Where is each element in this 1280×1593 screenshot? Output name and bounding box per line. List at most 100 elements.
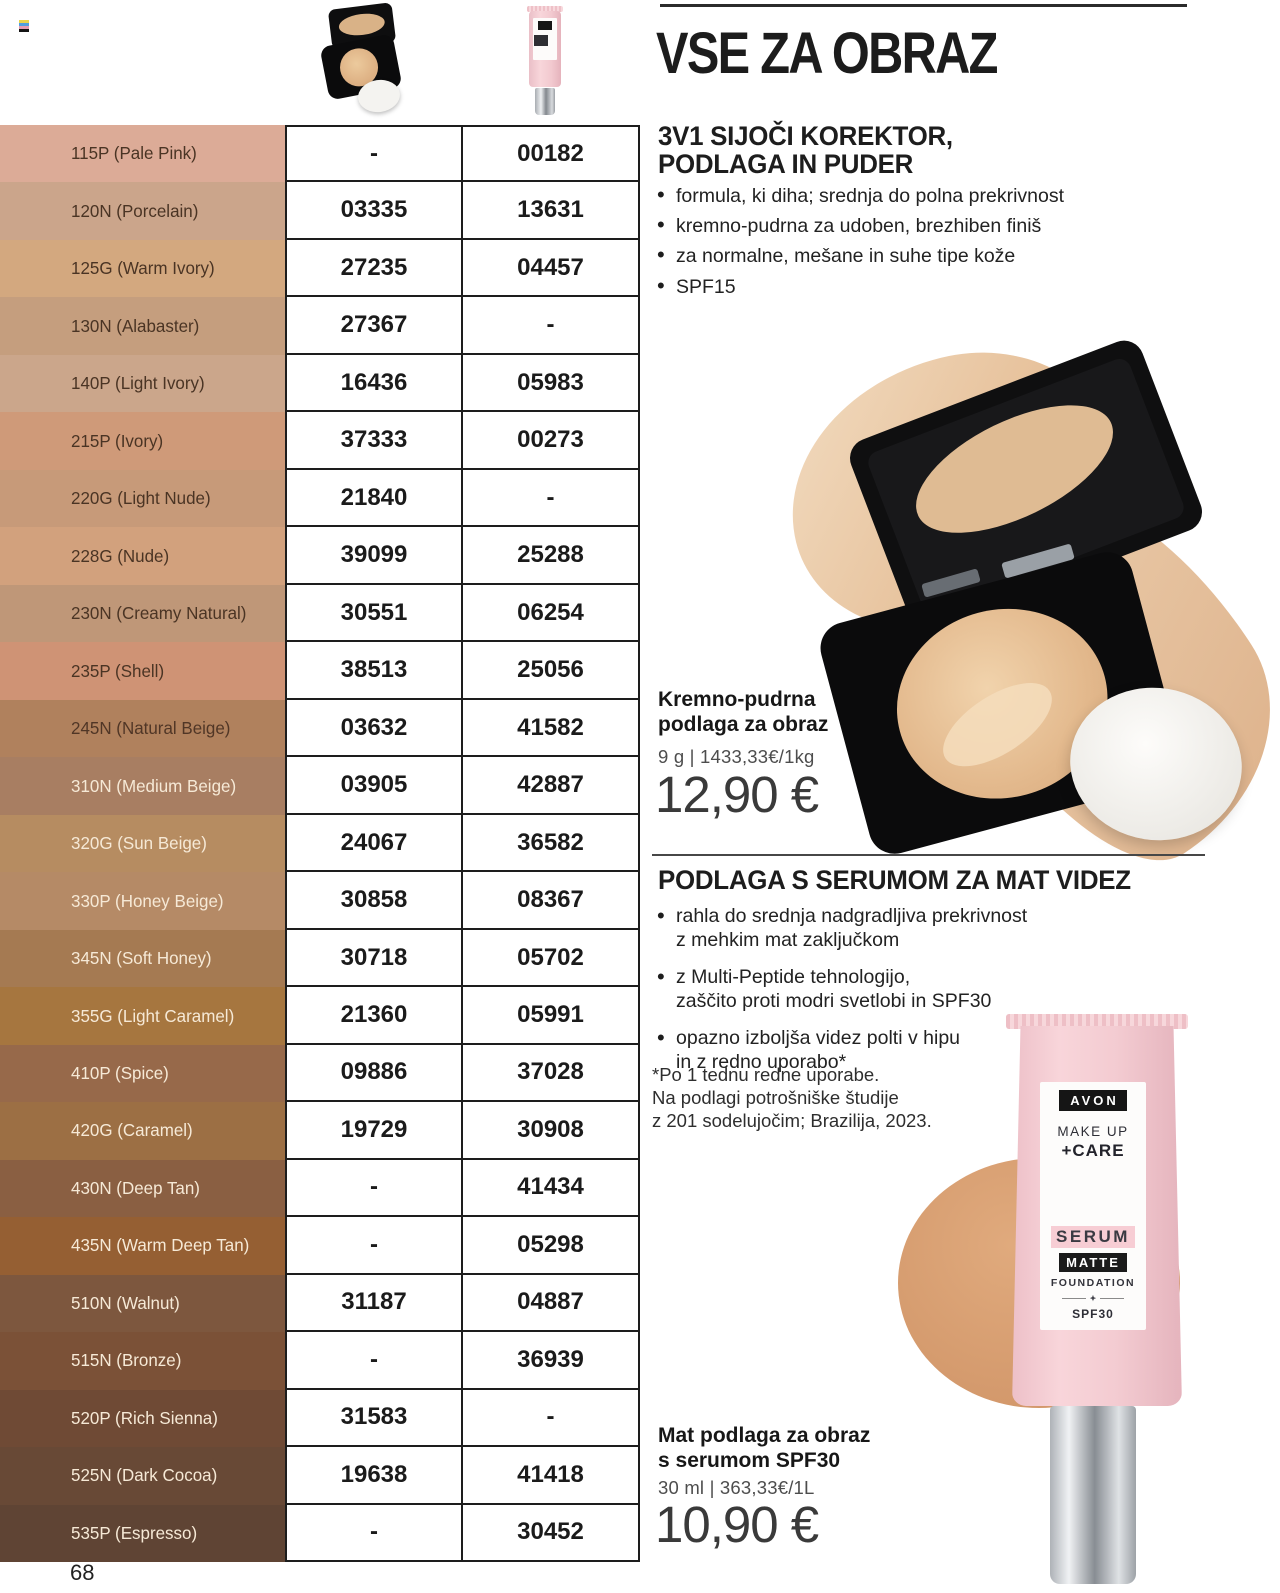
tube-code-cell: - — [463, 297, 640, 355]
table-row: 525N (Dark Cocoa) 19638 41418 — [0, 1447, 640, 1505]
shade-swatch: 430N (Deep Tan) — [0, 1159, 285, 1218]
product1-price: 12,90 € — [655, 766, 819, 823]
compact-code-cell: - — [285, 1159, 463, 1218]
tube-code-cell: 37028 — [463, 1044, 640, 1103]
compact-code-cell: 21360 — [285, 987, 463, 1045]
compact-code-cell: 30858 — [285, 872, 463, 930]
shade-name: 130N (Alabaster) — [71, 315, 200, 336]
shade-swatch: 535P (Espresso) — [0, 1504, 285, 1563]
section2-bullet-list: rahla do srednja nadgradljiva prekrivnos… — [655, 904, 1027, 1088]
shade-name: 310N (Medium Beige) — [71, 775, 237, 796]
product1-name-line2: podlaga za obraz — [658, 712, 829, 736]
tube-code-cell: 04887 — [463, 1274, 640, 1333]
section-divider — [652, 854, 1205, 856]
shade-name: 435N (Warm Deep Tan) — [71, 1235, 250, 1256]
tube-code-cell: 08367 — [463, 872, 640, 930]
tube-label-divider: ✦ — [1061, 1294, 1125, 1303]
shade-name: 355G (Light Caramel) — [71, 1005, 235, 1026]
tube-code-cell: 25056 — [463, 642, 640, 700]
shade-name: 525N (Dark Cocoa) — [71, 1465, 218, 1486]
bullet-item: formula, ki diha; srednja do polna prekr… — [655, 180, 1064, 211]
shade-swatch: 230N (Creamy Natural) — [0, 584, 285, 643]
footnote-line: Na podlagi potrošniške študije — [652, 1087, 899, 1108]
tube-code-cell: 41434 — [463, 1159, 640, 1218]
tube-code-cell: 41418 — [463, 1447, 640, 1505]
compact-code-cell: 30551 — [285, 584, 463, 643]
product1-name-line1: Kremno-pudrna — [658, 688, 816, 711]
shade-swatch: 228G (Nude) — [0, 527, 285, 585]
tube-code-cell: 05702 — [463, 929, 640, 988]
table-row: 120N (Porcelain) 03335 13631 — [0, 182, 640, 240]
avon-logo: AVON — [1059, 1090, 1127, 1111]
footnote-line: *Po 1 tednu redne uporabe. — [652, 1064, 880, 1085]
compact-code-cell: 39099 — [285, 527, 463, 585]
shade-name: 515N (Bronze) — [71, 1350, 182, 1371]
section1-heading-line1: 3V1 SIJOČI KOREKTOR, — [658, 121, 953, 151]
shade-name: 410P (Spice) — [71, 1062, 169, 1083]
product2-name-line2: s serumom SPF30 — [658, 1448, 841, 1472]
tube-code-cell: 42887 — [463, 757, 640, 815]
shade-swatch: 355G (Light Caramel) — [0, 987, 285, 1045]
compact-code-cell: 27367 — [285, 297, 463, 355]
compact-code-cell: 03632 — [285, 699, 463, 758]
compact-code-cell: 03335 — [285, 182, 463, 240]
compact-code-cell: 24067 — [285, 814, 463, 873]
shade-swatch: 215P (Ivory) — [0, 412, 285, 470]
shade-swatch: 330P (Honey Beige) — [0, 872, 285, 930]
table-row: 228G (Nude) 39099 25288 — [0, 527, 640, 585]
tube-label-foundation: FOUNDATION — [1050, 1277, 1136, 1289]
tube-label-makeup: MAKE UP — [1057, 1124, 1129, 1139]
tube-code-cell: 36939 — [463, 1332, 640, 1390]
compact-code-cell: 38513 — [285, 642, 463, 700]
compact-code-cell: 27235 — [285, 239, 463, 298]
table-row: 140P (Light Ivory) 16436 05983 — [0, 354, 640, 413]
shade-swatch: 320G (Sun Beige) — [0, 814, 285, 873]
shade-swatch: 515N (Bronze) — [0, 1332, 285, 1390]
table-row: 320G (Sun Beige) 24067 36582 — [0, 814, 640, 873]
shade-swatch: 130N (Alabaster) — [0, 297, 285, 355]
tube-code-cell: 00273 — [463, 412, 640, 470]
tube-code-cell: 06254 — [463, 584, 640, 643]
page-title: VSE ZA OBRAZ — [656, 21, 998, 86]
table-row: 510N (Walnut) 31187 04887 — [0, 1274, 640, 1333]
table-row: 125G (Warm Ivory) 27235 04457 — [0, 239, 640, 298]
compact-code-cell: 09886 — [285, 1044, 463, 1103]
bullet-item: za normalne, mešane in suhe tipe kože — [655, 240, 1064, 271]
tube-label-care: +CARE — [1061, 1141, 1125, 1160]
shade-name: 215P (Ivory) — [71, 430, 164, 451]
shade-table-body: 115P (Pale Pink) - 00182 120N (Porcelain… — [0, 125, 640, 1563]
table-row: 130N (Alabaster) 27367 - — [0, 297, 640, 355]
compact-code-cell: 03905 — [285, 757, 463, 815]
table-row: 435N (Warm Deep Tan) - 05298 — [0, 1217, 640, 1275]
table-row: 310N (Medium Beige) 03905 42887 — [0, 757, 640, 815]
tube-code-cell: 00182 — [463, 125, 640, 183]
table-row: 420G (Caramel) 19729 30908 — [0, 1102, 640, 1160]
bullet-item: SPF15 — [655, 271, 1064, 302]
serum-tube-icon — [520, 6, 568, 116]
compact-code-cell: 19729 — [285, 1102, 463, 1160]
product2-price: 10,90 € — [655, 1496, 819, 1553]
compact-code-cell: - — [285, 125, 463, 183]
footnote: *Po 1 tednu redne uporabe. Na podlagi pot… — [652, 1063, 932, 1132]
tube-crimp — [1006, 1014, 1188, 1029]
product1-size-unitprice: 9 g | 1433,33€/1kg — [658, 746, 815, 767]
tube-code-cell: 30452 — [463, 1504, 640, 1563]
shade-swatch: 420G (Caramel) — [0, 1102, 285, 1160]
bullet-item: z Multi-Peptide tehnologijo,zaščito prot… — [655, 965, 1027, 1013]
shade-name: 120N (Porcelain) — [71, 200, 199, 221]
product2-name-line1: Mat podlaga za obraz — [658, 1424, 871, 1447]
section2-heading: PODLAGA S SERUMOM ZA MAT VIDEZ — [658, 865, 1131, 895]
shade-name: 235P (Shell) — [71, 660, 165, 681]
shade-name: 140P (Light Ivory) — [71, 373, 205, 394]
product1-name: Kremno-pudrna podlaga za obraz — [658, 688, 828, 737]
table-row: 345N (Soft Honey) 30718 05702 — [0, 929, 640, 988]
shade-name: 115P (Pale Pink) — [71, 143, 197, 164]
table-row: 215P (Ivory) 37333 00273 — [0, 412, 640, 470]
table-row: 355G (Light Caramel) 21360 05991 — [0, 987, 640, 1045]
section1-bullet-list: formula, ki diha; srednja do polna prekr… — [655, 180, 1064, 302]
bullet-item: rahla do srednja nadgradljiva prekrivnos… — [655, 904, 1027, 952]
tube-code-cell: 13631 — [463, 182, 640, 240]
shade-swatch: 140P (Light Ivory) — [0, 354, 285, 413]
shade-name: 230N (Creamy Natural) — [71, 603, 247, 624]
shade-swatch: 525N (Dark Cocoa) — [0, 1447, 285, 1505]
